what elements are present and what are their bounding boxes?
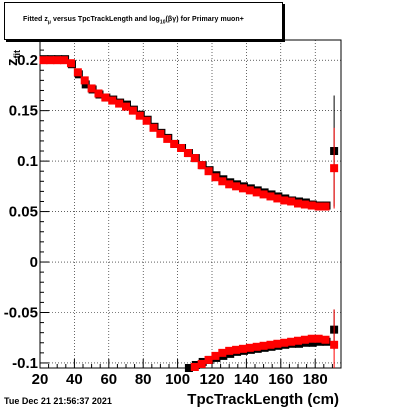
marker-outlier: [330, 340, 339, 349]
marker-outlier: [330, 164, 339, 173]
timestamp: Tue Dec 21 21:56:37 2021: [4, 396, 112, 406]
marker-red-upper: [314, 202, 323, 211]
marker-red-upper: [170, 139, 179, 148]
x-tick-label: 60: [100, 371, 117, 388]
marker-red-lower: [300, 335, 309, 344]
y-tick-label: -0.1: [12, 355, 38, 372]
y-axis-label: zfit: [4, 50, 22, 66]
marker-red-upper: [39, 56, 48, 65]
x-tick-label: 120: [199, 371, 224, 388]
x-tick-label: 180: [303, 371, 328, 388]
marker-red-upper: [252, 188, 261, 197]
marker-red-upper: [101, 93, 110, 102]
marker-red-upper: [321, 202, 330, 211]
title-box: Fitted zμ versus TpcTrackLength and log1…: [4, 2, 283, 40]
marker-red-upper: [142, 116, 151, 125]
x-tick-label: 20: [32, 371, 49, 388]
marker-red-upper: [218, 177, 227, 186]
x-tick-label: 140: [234, 371, 259, 388]
marker-red-upper: [60, 56, 69, 65]
chart-title: Fitted zμ versus TpcTrackLength and log1…: [23, 16, 244, 26]
marker-black-lower: [184, 364, 193, 373]
marker-red-lower: [211, 351, 220, 360]
marker-red-lower: [190, 362, 199, 371]
marker-red-upper: [259, 190, 268, 199]
x-tick-label: 80: [135, 371, 152, 388]
marker-red-upper: [122, 102, 130, 111]
marker-red-lower: [232, 345, 241, 354]
y-tick-label: 0: [30, 254, 38, 271]
marker-red-lower: [321, 335, 330, 344]
marker-red-lower: [266, 340, 275, 349]
marker-black-lower: [308, 338, 317, 347]
marker-red-upper: [135, 111, 144, 120]
y-tick-label: 0.15: [9, 103, 38, 120]
x-tick-label: 100: [165, 371, 190, 388]
marker-red-upper: [46, 56, 55, 65]
marker-red-upper: [53, 56, 62, 65]
marker-red-upper: [190, 154, 199, 163]
x-axis-label: TpcTrackLength (cm): [187, 391, 339, 408]
marker-red-upper: [156, 129, 165, 138]
marker-red-lower: [245, 343, 254, 352]
marker-red-upper: [307, 201, 316, 210]
y-tick-label: 0.2: [17, 52, 38, 69]
marker-red-upper: [108, 96, 117, 105]
marker-red-lower: [197, 359, 206, 368]
marker-red-lower: [273, 339, 282, 348]
marker-red-upper: [66, 59, 75, 68]
marker-red-upper: [300, 200, 309, 209]
marker-red-lower: [218, 348, 227, 357]
marker-red-upper: [287, 197, 296, 206]
x-tick-label: 40: [66, 371, 83, 388]
marker-red-upper: [163, 134, 172, 143]
x-tick-label: 160: [268, 371, 293, 388]
marker-black-upper: [81, 80, 90, 89]
marker-red-upper: [294, 199, 302, 208]
marker-red-upper: [94, 89, 103, 98]
marker-red-upper: [280, 196, 289, 205]
marker-red-upper: [266, 192, 275, 201]
marker-red-lower: [287, 337, 296, 346]
marker-red-lower: [225, 346, 234, 355]
marker-red-lower: [252, 342, 261, 351]
marker-red-lower: [307, 334, 316, 343]
marker-red-upper: [238, 184, 247, 193]
marker-red-upper: [87, 84, 96, 93]
marker-red-upper: [149, 123, 158, 132]
marker-red-lower: [238, 344, 247, 353]
marker-red-upper: [177, 143, 186, 152]
axes: 20 40 60 80 100 120 140 160 180 -0.1 -0.05 0 0.05 0.1…: [4, 39, 342, 388]
y-tick-label: -0.05: [4, 304, 38, 321]
marker-red-upper: [245, 186, 254, 195]
marker-red-upper: [197, 161, 206, 170]
marker-red-upper: [273, 194, 282, 203]
marker-red-upper: [225, 180, 234, 189]
data-points: [39, 55, 339, 373]
marker-red-lower: [204, 355, 213, 364]
marker-red-lower: [294, 336, 302, 345]
marker-red-upper: [183, 149, 192, 158]
marker-red-upper: [232, 182, 241, 191]
marker-red-upper: [211, 173, 220, 182]
grid: [40, 40, 341, 368]
marker-red-upper: [128, 106, 137, 115]
y-tick-label: 0.1: [17, 153, 38, 170]
marker-red-lower: [280, 338, 289, 347]
marker-red-upper: [80, 76, 89, 85]
marker-red-upper: [204, 167, 213, 176]
y-tick-label: 0.05: [9, 204, 38, 221]
marker-red-lower: [259, 341, 268, 350]
marker-red-upper: [73, 68, 82, 77]
marker-red-lower: [314, 334, 323, 343]
marker-red-upper: [115, 99, 124, 108]
